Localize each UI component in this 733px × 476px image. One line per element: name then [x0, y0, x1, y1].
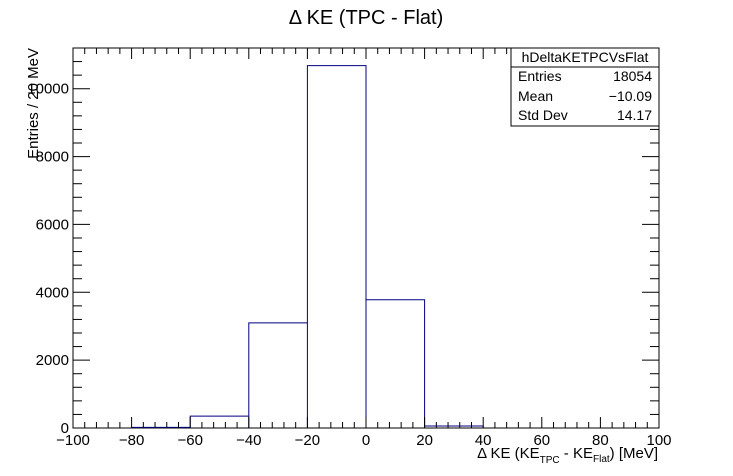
stats-box-frame	[510, 47, 660, 127]
y-axis-ticks	[73, 47, 659, 429]
x-tick-label: 0	[362, 432, 370, 449]
y-tick-label: 8000	[36, 149, 69, 166]
x-tick-label: 40	[475, 432, 492, 449]
x-axis-label-prefix: Δ KE (KE	[477, 445, 540, 462]
chart-title: Δ KE (TPC - Flat)	[289, 7, 443, 29]
x-tick-label: −20	[295, 432, 320, 449]
histogram-bin	[190, 416, 249, 428]
x-tick-label: −60	[177, 432, 202, 449]
y-tick-label: 4000	[36, 284, 69, 301]
stats-box: hDeltaKETPCVsFlat Entries 18054 Mean −10…	[510, 47, 660, 127]
x-axis-label-sub-tpc: TPC	[540, 455, 560, 466]
x-axis-label-sub-flat: Flat	[593, 454, 610, 465]
stats-mean-value: −10.09	[609, 88, 652, 104]
y-tick-label: 10000	[27, 81, 69, 98]
y-tick-label: 2000	[36, 352, 69, 369]
stats-mean-label: Mean	[518, 88, 553, 104]
x-axis-label-mid: - KE	[560, 445, 593, 462]
x-tick-labels: −100 −80 −60 −40 −20 0 20 40 60 80 100	[56, 432, 671, 449]
y-tick-labels: 0 2000 4000 6000 8000 10000	[27, 81, 69, 437]
x-tick-label: 100	[646, 432, 671, 449]
x-axis-label-suffix: ) [MeV]	[610, 445, 658, 462]
x-axis-label: Δ KE (KETPC - KEFlat) [MeV]	[477, 445, 658, 466]
histogram-bin	[249, 323, 308, 428]
stats-entries-label: Entries	[518, 68, 562, 84]
y-tick-label: 6000	[36, 216, 69, 233]
stats-stddev-label: Std Dev	[518, 107, 568, 123]
x-tick-label: −100	[56, 432, 90, 449]
stats-entries-value: 18054	[613, 68, 652, 84]
x-tick-label: −80	[119, 432, 144, 449]
histogram-bin	[307, 66, 366, 428]
x-tick-label: −40	[236, 432, 261, 449]
y-axis-label: Entries / 20 MeV	[25, 48, 42, 159]
stats-stddev-value: 14.17	[617, 107, 652, 123]
histogram-bin	[366, 300, 425, 428]
x-tick-label: 60	[533, 432, 550, 449]
stats-box-title: hDeltaKETPCVsFlat	[522, 49, 649, 65]
y-tick-label: 0	[61, 420, 69, 437]
x-tick-label: 20	[416, 432, 433, 449]
histogram-outline	[131, 65, 484, 428]
x-tick-label: 80	[592, 432, 609, 449]
